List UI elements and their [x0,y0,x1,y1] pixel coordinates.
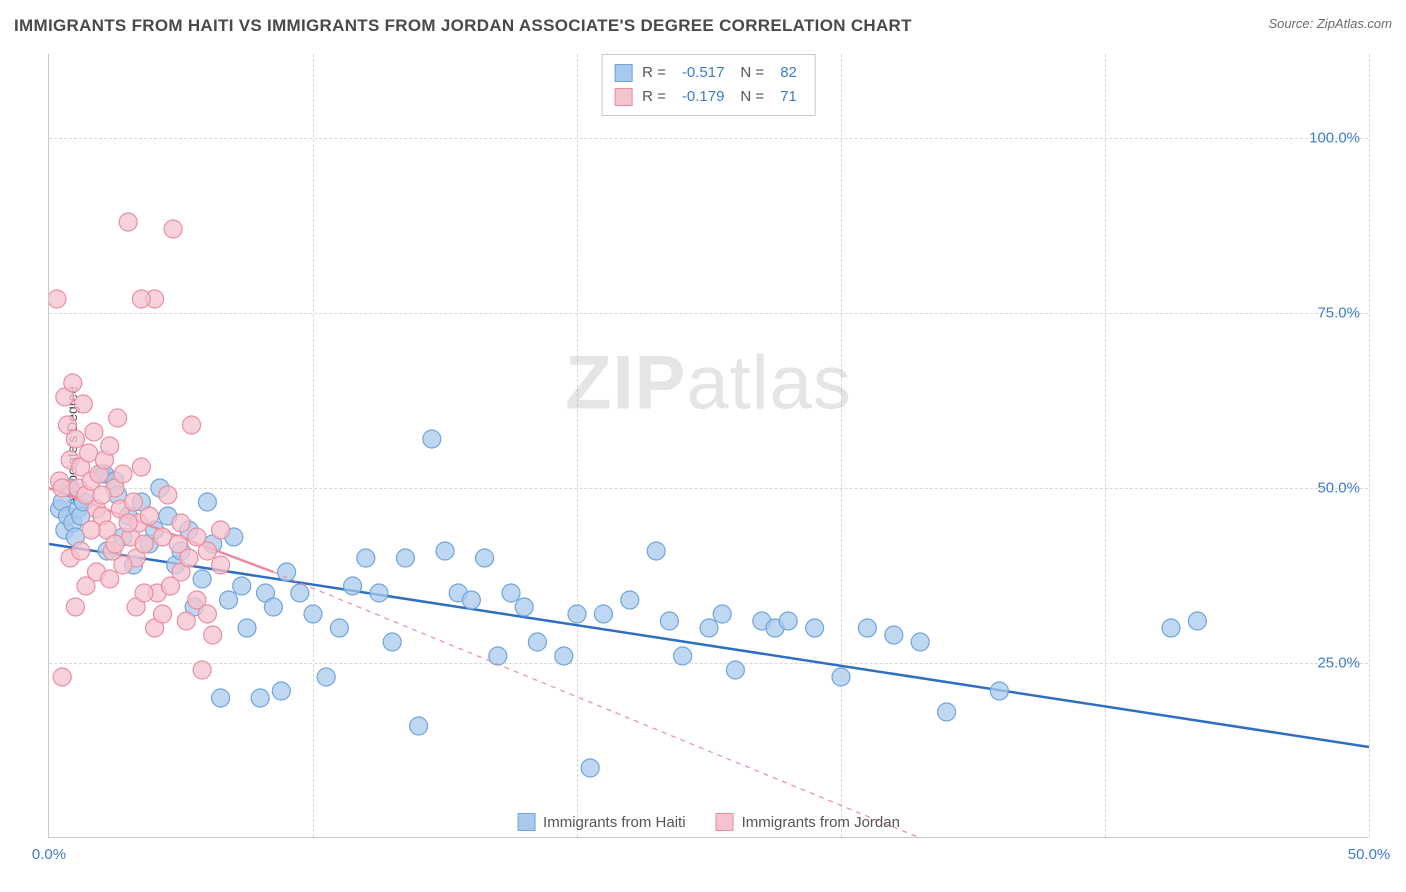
series-legend: Immigrants from Haiti Immigrants from Jo… [517,813,900,831]
source-prefix: Source: [1268,16,1316,31]
chart-header: IMMIGRANTS FROM HAITI VS IMMIGRANTS FROM… [14,16,1392,36]
correlation-row-jordan: R = -0.179 N = 71 [614,85,803,109]
legend-item-haiti: Immigrants from Haiti [517,813,686,831]
correlation-legend: R = -0.517 N = 82 R = -0.179 N = 71 [601,54,816,116]
x-tick-label: 50.0% [1348,846,1391,863]
n-label: N = [740,61,764,85]
chart-title: IMMIGRANTS FROM HAITI VS IMMIGRANTS FROM… [14,16,912,36]
n-value-jordan: 71 [774,85,803,109]
swatch-jordan [614,88,632,106]
legend-label-haiti: Immigrants from Haiti [543,814,686,831]
r-value-jordan: -0.179 [676,85,731,109]
scatter-svg [49,54,1369,838]
swatch-haiti-icon [517,813,535,831]
source-attribution: Source: ZipAtlas.com [1268,16,1392,31]
x-tick-label: 0.0% [32,846,66,863]
legend-item-jordan: Immigrants from Jordan [716,813,900,831]
r-value-haiti: -0.517 [676,61,731,85]
legend-label-jordan: Immigrants from Jordan [742,814,900,831]
scatter-chart: ZIPatlas R = -0.517 N = 82 R = -0.179 N … [48,54,1368,838]
n-label: N = [740,85,764,109]
correlation-row-haiti: R = -0.517 N = 82 [614,61,803,85]
r-label: R = [642,61,666,85]
swatch-haiti [614,64,632,82]
r-label: R = [642,85,666,109]
source-name: ZipAtlas.com [1317,16,1392,31]
swatch-jordan-icon [716,813,734,831]
n-value-haiti: 82 [774,61,803,85]
